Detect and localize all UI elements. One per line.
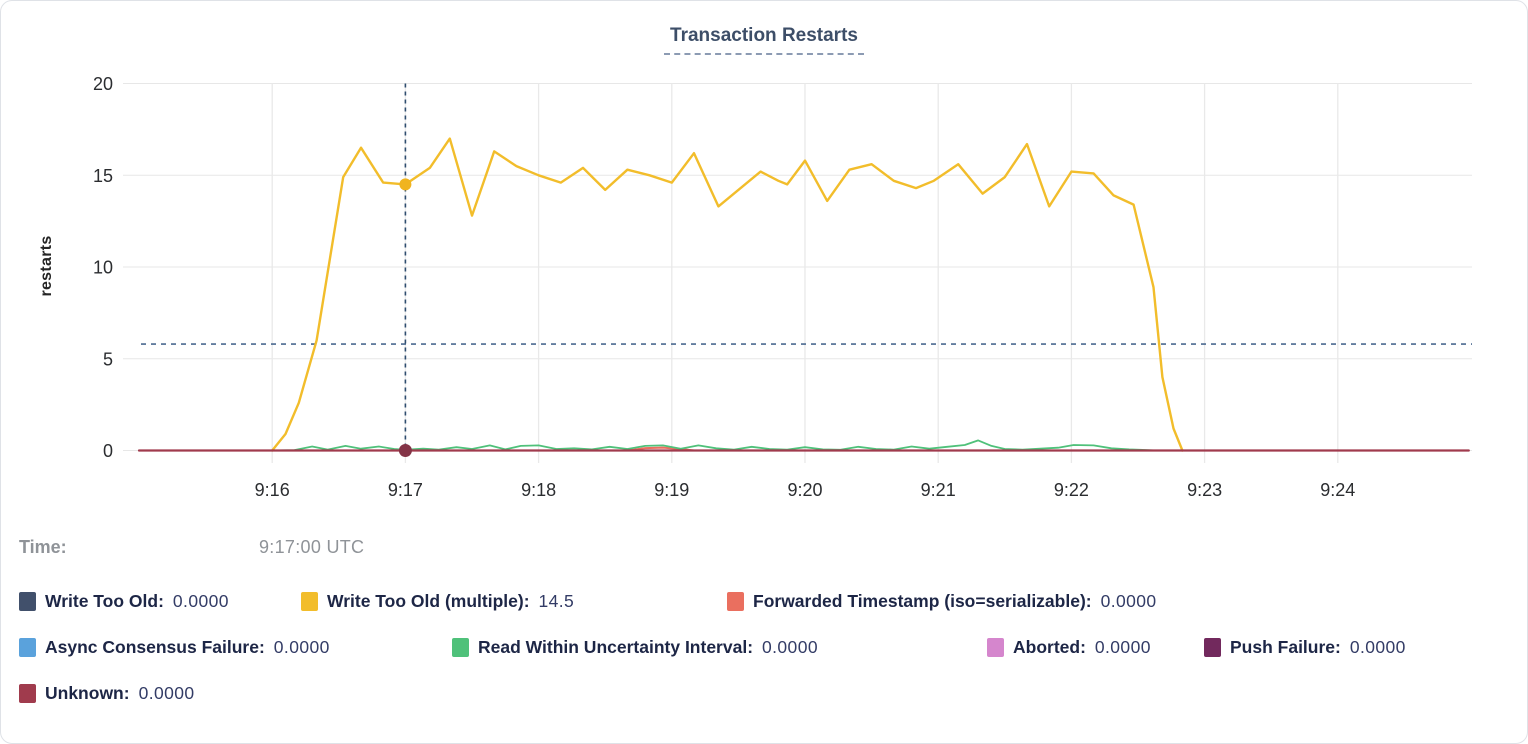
- legend-swatch: [19, 592, 36, 611]
- x-axis-labels: 9:16 9:17 9:18 9:19 9:20 9:21 9:22 9:23 9:24: [255, 480, 1356, 500]
- legend-swatch: [987, 638, 1004, 657]
- legend-item-write-too-old: Write Too Old: 0.0000: [19, 591, 229, 612]
- y-axis-label: restarts: [38, 235, 55, 297]
- legend-label: Forwarded Timestamp (iso=serializable):: [753, 591, 1092, 611]
- y-axis-labels: 0 5 10 15 20: [93, 74, 113, 461]
- svg-text:15: 15: [93, 166, 113, 186]
- legend-value: 0.0000: [762, 637, 818, 657]
- legend-item-aborted: Aborted: 0.0000: [987, 637, 1151, 658]
- legend-swatch: [19, 684, 36, 703]
- legend-label: Unknown:: [45, 683, 130, 703]
- legend-item-write-too-old-multiple: Write Too Old (multiple): 14.5: [301, 591, 574, 612]
- series-line-write-too-old-multiple: [271, 137, 1184, 452]
- legend-value: 0.0000: [1100, 591, 1157, 611]
- svg-text:9:24: 9:24: [1320, 480, 1355, 500]
- svg-text:20: 20: [93, 74, 113, 94]
- legend-value: 0.0000: [138, 683, 195, 703]
- legend-swatch: [19, 638, 36, 657]
- chart-title[interactable]: Transaction Restarts: [664, 25, 864, 55]
- svg-text:9:23: 9:23: [1187, 480, 1222, 500]
- legend-item-push-failure: Push Failure: 0.0000: [1204, 637, 1406, 658]
- svg-text:9:17: 9:17: [388, 480, 423, 500]
- legend-item-unknown: Unknown: 0.0000: [19, 683, 195, 704]
- svg-text:10: 10: [93, 258, 113, 278]
- legend-item-async-consensus-failure: Async Consensus Failure: 0.0000: [19, 637, 330, 658]
- legend-label: Push Failure:: [1230, 637, 1341, 657]
- svg-text:9:16: 9:16: [255, 480, 290, 500]
- legend-value: 0.0000: [172, 591, 229, 611]
- legend-label: Write Too Old (multiple):: [327, 591, 530, 611]
- legend-value: 14.5: [538, 591, 575, 611]
- svg-text:5: 5: [103, 349, 113, 369]
- hover-dot: [398, 444, 412, 457]
- legend-label: Async Consensus Failure:: [45, 637, 265, 657]
- gridlines: [123, 83, 1472, 463]
- svg-text:9:21: 9:21: [921, 480, 956, 500]
- legend-item-read-within-uncertainty-interval: Read Within Uncertainty Interval: 0.0000: [452, 637, 818, 658]
- legend-swatch: [1204, 638, 1221, 657]
- legend-swatch: [727, 592, 744, 611]
- legend-label: Read Within Uncertainty Interval:: [478, 637, 754, 657]
- legend-value: 0.0000: [1094, 637, 1151, 657]
- legend-swatch: [301, 592, 318, 611]
- svg-text:9:20: 9:20: [787, 480, 822, 500]
- series-line-read-within-uncertainty-interval: [271, 439, 1157, 452]
- legend-label: Aborted:: [1013, 637, 1086, 657]
- svg-text:9:19: 9:19: [654, 480, 689, 500]
- restarts-chart[interactable]: 0 5 10 15 20 9:16 9:17 9:18 9:19 9:20 9:21 9:22 9:23…: [1, 1, 1528, 521]
- legend-label: Write Too Old:: [45, 591, 164, 611]
- legend-value: 0.0000: [1349, 637, 1406, 657]
- hover-dot: [399, 178, 412, 191]
- hover-time-row: Time: 9:17:00 UTC: [19, 537, 1499, 561]
- svg-text:9:22: 9:22: [1054, 480, 1089, 500]
- time-value: 9:17:00 UTC: [259, 537, 365, 557]
- time-label: Time:: [19, 537, 67, 557]
- legend-swatch: [452, 638, 469, 657]
- legend-value: 0.0000: [273, 637, 330, 657]
- svg-text:0: 0: [103, 441, 113, 461]
- svg-text:9:18: 9:18: [521, 480, 556, 500]
- legend-item-forwarded-timestamp: Forwarded Timestamp (iso=serializable): …: [727, 591, 1157, 612]
